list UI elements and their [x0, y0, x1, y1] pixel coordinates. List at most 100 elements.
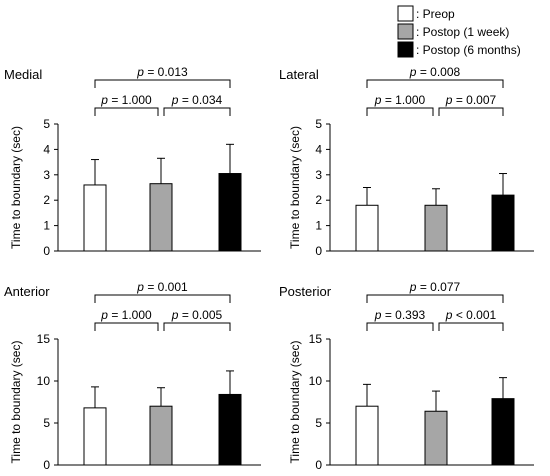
panel-title: Lateral: [279, 67, 319, 82]
p-symbol: p: [136, 65, 144, 79]
y-axis-label: Time to boundary (sec): [9, 126, 23, 249]
p-value-text: = 0.034: [178, 93, 222, 107]
p-value-text: = 0.393: [381, 308, 425, 322]
bar-postop-1-week: [424, 204, 448, 252]
y-tick-label: 10: [309, 374, 323, 388]
p-value-text: = 0.013: [144, 65, 188, 79]
p-symbol: p: [136, 280, 144, 294]
significance-bracket: [163, 322, 231, 331]
significance-bracket: [94, 294, 231, 303]
significance-bracket: [366, 294, 504, 303]
significance-bracket: [438, 322, 504, 331]
significance-bracket: [366, 79, 504, 88]
p-symbol: p: [445, 308, 453, 322]
chart-panel-posterior: Posterior Time to boundary (sec) 0 5 10 15 p =…: [279, 280, 534, 472]
p-value-text: < 0.001: [452, 308, 496, 322]
bar-postop-6-months: [218, 393, 242, 466]
y-axis-label: Time to boundary (sec): [9, 341, 23, 464]
legend: : Preop : Postop (1 week) : Postop (6 mont…: [397, 5, 521, 58]
panel-title: Medial: [4, 67, 42, 82]
p-symbol: p: [374, 308, 382, 322]
p-value-label: p = 1.000: [374, 93, 426, 107]
p-symbol: p: [171, 93, 179, 107]
y-tick-label: 15: [309, 332, 323, 346]
p-value-label: p = 0.005: [171, 308, 223, 322]
p-value-label: p = 0.007: [445, 93, 497, 107]
y-axis-label: Time to boundary (sec): [288, 341, 302, 464]
p-value-text: = 1.000: [108, 308, 152, 322]
bar-preop: [83, 407, 107, 466]
y-tick-label: 4: [43, 142, 50, 156]
p-symbol: p: [100, 93, 108, 107]
significance-bracket: [366, 322, 434, 331]
significance-bracket: [94, 322, 159, 331]
p-value-label: p = 0.008: [409, 65, 461, 79]
p-value-label: p = 0.393: [374, 308, 426, 322]
significance-bracket: [94, 79, 231, 88]
p-value-label: p = 1.000: [100, 93, 152, 107]
p-value-label: p < 0.001: [445, 308, 497, 322]
bar-preop: [83, 184, 107, 252]
panel-title: Posterior: [279, 284, 332, 299]
p-symbol: p: [171, 308, 179, 322]
y-tick-label: 5: [315, 416, 322, 430]
y-tick-label: 0: [43, 244, 50, 258]
p-value-text: = 0.001: [144, 280, 188, 294]
legend-label: : Preop: [416, 7, 455, 21]
p-value-label: p = 0.077: [409, 280, 461, 294]
y-tick-label: 1: [43, 219, 50, 233]
bar-postop-6-months: [218, 173, 242, 252]
significance-bracket: [163, 107, 231, 116]
p-value-text: = 0.008: [416, 65, 460, 79]
chart-panel-lateral: Lateral Time to boundary (sec) 0 1 2 3 4 5 p = 0…: [279, 65, 534, 258]
chart-panel-medial: Medial Time to boundary (sec) 0 1 2 3 4 5 p = 0.…: [4, 65, 261, 258]
y-tick-label: 10: [37, 374, 51, 388]
p-value-label: p = 1.000: [100, 308, 152, 322]
p-symbol: p: [409, 65, 417, 79]
bar-postop-1-week: [424, 410, 448, 466]
legend-label: : Postop (1 week): [416, 25, 509, 39]
significance-bracket: [366, 107, 434, 116]
p-symbol: p: [374, 93, 382, 107]
y-tick-label: 3: [315, 168, 322, 182]
y-tick-label: 2: [43, 193, 50, 207]
significance-bracket: [438, 107, 504, 116]
p-value-label: p = 0.034: [171, 93, 223, 107]
bar-postop-6-months: [491, 398, 515, 466]
bar-postop-1-week: [149, 183, 173, 252]
p-symbol: p: [409, 280, 417, 294]
y-tick-label: 5: [43, 416, 50, 430]
panel-title: Anterior: [4, 284, 50, 299]
y-tick-label: 15: [37, 332, 51, 346]
y-tick-label: 2: [315, 193, 322, 207]
p-value-text: = 1.000: [381, 93, 425, 107]
y-tick-label: 0: [43, 458, 50, 472]
p-value-text: = 0.005: [178, 308, 222, 322]
significance-bracket: [94, 107, 159, 116]
legend-label: : Postop (6 months): [416, 43, 521, 57]
p-value-text: = 0.007: [452, 93, 496, 107]
legend-swatch: [397, 41, 414, 58]
bar-postop-1-week: [149, 405, 173, 466]
y-tick-label: 0: [315, 458, 322, 472]
legend-swatch: [397, 23, 414, 40]
y-axis-label: Time to boundary (sec): [288, 126, 302, 249]
chart-panel-anterior: Anterior Time to boundary (sec) 0 5 10 15 p = …: [4, 280, 261, 472]
y-tick-label: 5: [315, 117, 322, 131]
p-value-label: p = 0.013: [136, 65, 188, 79]
y-tick-label: 5: [43, 117, 50, 131]
y-tick-label: 3: [43, 168, 50, 182]
bar-postop-6-months: [491, 194, 515, 252]
bar-preop: [355, 204, 379, 252]
y-tick-label: 0: [315, 244, 322, 258]
y-tick-label: 4: [315, 142, 322, 156]
legend-swatch: [397, 5, 414, 22]
bar-preop: [355, 405, 379, 466]
p-value-label: p = 0.001: [136, 280, 188, 294]
y-tick-label: 1: [315, 219, 322, 233]
p-value-text: = 1.000: [108, 93, 152, 107]
p-value-text: = 0.077: [416, 280, 460, 294]
p-symbol: p: [445, 93, 453, 107]
p-symbol: p: [100, 308, 108, 322]
